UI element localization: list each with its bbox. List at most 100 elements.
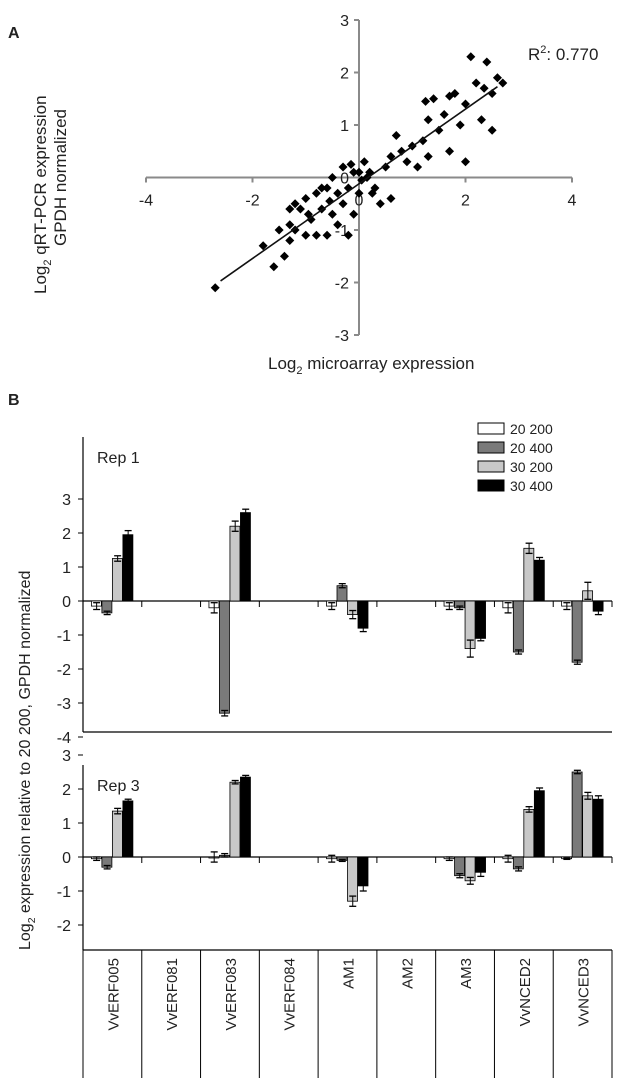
data-point <box>367 188 377 198</box>
category-labels: VvERF005 VvERF081 VvERF083 VvERF084 AM1 AM2 AM… <box>82 950 613 1078</box>
bar <box>475 600 486 639</box>
data-point <box>210 283 220 293</box>
bar <box>533 790 545 858</box>
data-point <box>461 99 470 109</box>
bar <box>240 512 251 602</box>
bar <box>229 781 241 858</box>
y-tick-label: -1 <box>57 628 71 645</box>
category-label: AM1 <box>341 958 358 989</box>
data-point <box>354 167 364 177</box>
bar <box>523 809 535 858</box>
data-point <box>285 204 295 214</box>
scatter-points <box>210 52 508 293</box>
data-point <box>285 236 295 245</box>
y-tick-label: -2 <box>335 276 349 293</box>
subplot-label: Rep 1 <box>97 450 140 467</box>
x-tick-label: -4 <box>139 193 153 210</box>
bar <box>122 534 134 602</box>
bar <box>229 525 241 602</box>
bar <box>454 856 465 877</box>
y-tick-label: 0 <box>340 171 349 188</box>
data-point <box>381 162 391 172</box>
legend-swatch <box>477 479 505 492</box>
scatter-y-axis-label: Log2 qRT-PCR expression GPDH normalized <box>31 95 70 294</box>
x-tick-label: 2 <box>461 193 470 210</box>
y-tick-label: 3 <box>62 748 71 765</box>
y-tick-label: -3 <box>57 696 71 713</box>
bar <box>512 600 524 653</box>
y-tick-label: 0 <box>62 850 71 867</box>
category-label: VvERF084 <box>282 958 299 1031</box>
data-point <box>476 115 486 125</box>
legend: 20 200 20 400 30 200 30 400 <box>477 421 553 494</box>
data-point <box>285 220 295 230</box>
bar <box>347 856 358 902</box>
data-point <box>274 225 284 235</box>
data-point <box>346 159 356 169</box>
data-point <box>375 199 385 209</box>
data-point <box>258 241 268 251</box>
fit-line <box>220 86 498 282</box>
category-label: VvNCED3 <box>576 958 593 1026</box>
bar <box>357 600 369 629</box>
data-point <box>301 230 311 240</box>
bar <box>122 800 134 858</box>
bar <box>219 600 230 714</box>
data-point <box>290 199 300 209</box>
bar <box>533 559 545 602</box>
data-point <box>349 167 359 177</box>
data-point <box>295 204 305 214</box>
scatter-x-ticks: -4 -2 0 2 4 <box>139 177 577 210</box>
data-point <box>445 146 455 156</box>
data-point <box>429 94 439 104</box>
data-point <box>479 83 489 93</box>
data-point <box>455 120 465 130</box>
data-point <box>343 230 353 240</box>
x-tick-label: -2 <box>245 193 259 210</box>
bar <box>240 776 251 858</box>
data-point <box>327 209 337 219</box>
r-squared-annotation: R2: 0.770 <box>528 44 598 64</box>
bar <box>111 810 123 858</box>
legend-swatch <box>477 441 505 454</box>
data-point <box>327 173 337 182</box>
legend-label: 30 400 <box>510 478 553 494</box>
legend-label: 30 200 <box>510 459 553 475</box>
data-point <box>386 152 396 161</box>
data-point <box>461 157 470 167</box>
y-tick-label: 2 <box>340 66 349 83</box>
x-tick-label: 4 <box>568 193 577 210</box>
subplot-label: Rep 3 <box>97 778 140 795</box>
y-tick-label: 2 <box>62 526 71 543</box>
data-point <box>466 52 476 62</box>
scatter-x-axis-label: Log2 microarray expression <box>268 354 474 377</box>
category-label: VvERF081 <box>164 958 181 1031</box>
legend-label: 20 400 <box>510 440 553 456</box>
data-point <box>354 188 364 198</box>
data-point <box>317 183 327 193</box>
data-point <box>482 57 492 67</box>
data-point <box>423 115 433 125</box>
bar <box>571 771 583 858</box>
data-point <box>487 125 497 135</box>
data-point <box>269 262 279 272</box>
data-point <box>333 220 343 230</box>
panel-label-a: A <box>8 25 20 42</box>
rep1-subplot: 3 2 1 0 -1 -2 -3 -4 Rep 1 <box>57 437 613 747</box>
data-point <box>279 251 289 261</box>
svg-text:GPDH normalized: GPDH normalized <box>51 109 70 246</box>
data-point <box>311 188 321 198</box>
bar <box>571 600 583 663</box>
data-point <box>333 188 343 198</box>
data-point <box>434 125 444 135</box>
legend-swatch <box>477 460 505 473</box>
category-label: VvNCED2 <box>517 958 534 1026</box>
legend-swatch <box>477 422 505 435</box>
data-point <box>471 78 481 88</box>
bar <box>592 798 604 858</box>
data-point <box>418 136 428 146</box>
panel-label-b: B <box>8 392 20 409</box>
svg-text:Log2 qRT-PCR expression: Log2 qRT-PCR expression <box>31 95 54 294</box>
